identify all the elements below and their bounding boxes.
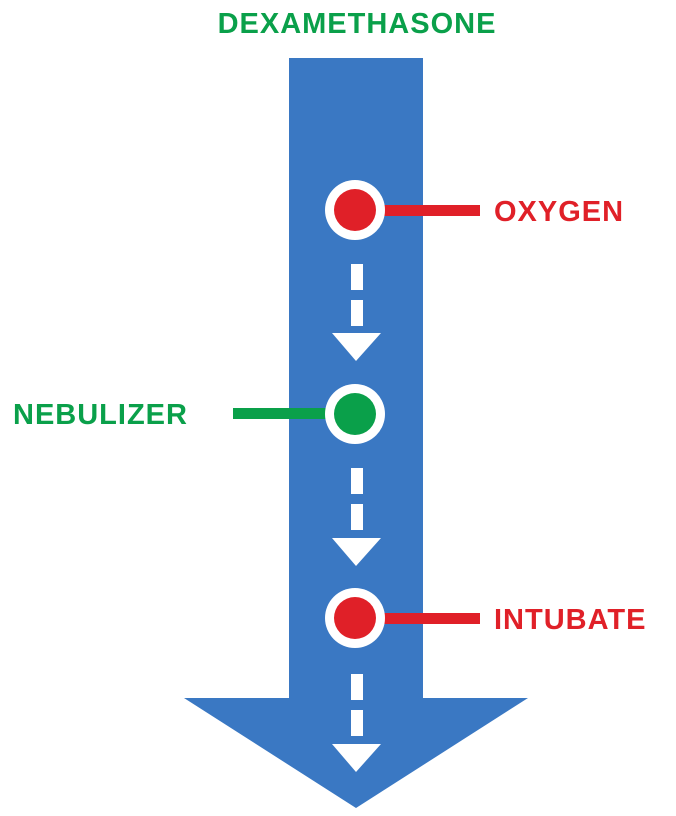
step-intubate: INTUBATE xyxy=(325,588,646,648)
nebulizer-label: NEBULIZER xyxy=(13,399,188,431)
diagram-title: DEXAMETHASONE xyxy=(218,8,497,40)
oxygen-label: OXYGEN xyxy=(494,196,624,228)
intubate-node-dot xyxy=(334,597,376,639)
oxygen-node-dot xyxy=(334,189,376,231)
nebulizer-node-dot xyxy=(334,393,376,435)
step-oxygen: OXYGEN xyxy=(325,180,624,240)
intubate-label: INTUBATE xyxy=(494,604,646,636)
